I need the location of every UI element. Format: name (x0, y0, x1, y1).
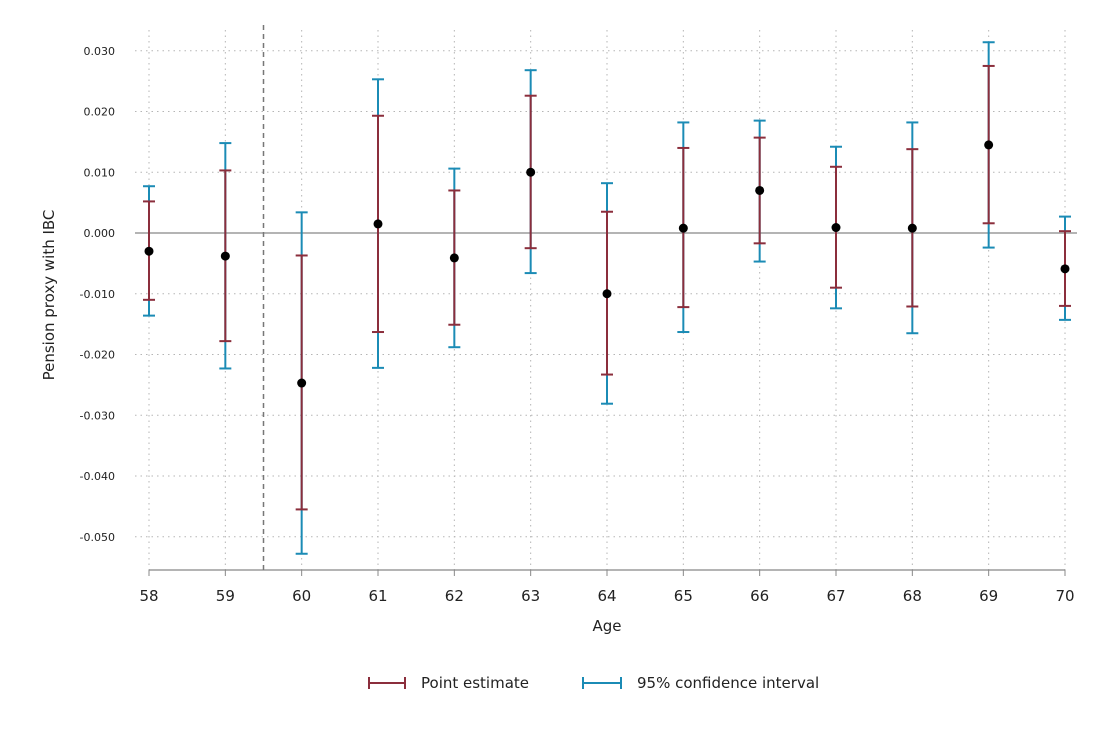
x-tick-label: 59 (216, 587, 235, 605)
point-marker (678, 223, 688, 233)
point-marker (220, 251, 230, 261)
x-axis-title: Age (592, 617, 621, 635)
point-marker (373, 219, 383, 229)
y-tick-label: -0.040 (80, 470, 115, 483)
y-tick-label: -0.050 (80, 531, 115, 544)
point-marker (144, 246, 154, 256)
tick-labels: 0.030 0.020 0.010 0.000 -0.010 -0.020 -0.030 -0… (80, 45, 1075, 605)
point-marker (297, 378, 307, 388)
y-axis-title: Pension proxy with IBC (40, 210, 58, 381)
y-tick-label: -0.030 (80, 409, 115, 422)
y-tick-label: 0.020 (84, 106, 116, 119)
y-tick-label: -0.010 (80, 288, 115, 301)
y-tick-label: -0.020 (80, 349, 115, 362)
y-tick-label: 0.030 (84, 45, 116, 58)
point-markers (144, 140, 1070, 388)
y-tick-label: 0.010 (84, 166, 116, 179)
x-tick-label: 62 (445, 587, 464, 605)
x-tick-label: 69 (979, 587, 998, 605)
x-tick-label: 63 (521, 587, 540, 605)
point-marker (755, 185, 765, 195)
point-marker (984, 140, 994, 150)
x-tick-label: 65 (674, 587, 693, 605)
y-tick-label: 0.000 (84, 227, 116, 240)
legend-item-ci: 95% confidence interval (582, 674, 819, 692)
point-marker (1060, 264, 1070, 274)
legend-label-ci: 95% confidence interval (637, 674, 819, 692)
x-tick-label: 67 (826, 587, 845, 605)
legend-item-point-estimate: Point estimate (368, 674, 529, 692)
x-tick-label: 58 (139, 587, 158, 605)
x-tick-label: 70 (1055, 587, 1074, 605)
x-tick-label: 61 (368, 587, 387, 605)
point-marker (526, 167, 536, 177)
x-tick-label: 66 (750, 587, 769, 605)
point-marker (907, 223, 917, 233)
point-marker (602, 289, 612, 299)
axes (148, 569, 1066, 576)
x-tick-label: 64 (597, 587, 616, 605)
x-tick-label: 68 (903, 587, 922, 605)
point-marker (449, 253, 459, 263)
point-marker (831, 223, 841, 233)
legend-label-point-estimate: Point estimate (421, 674, 529, 692)
x-tick-label: 60 (292, 587, 311, 605)
legend: Point estimate 95% confidence interval (368, 674, 819, 692)
grid (135, 30, 1066, 570)
